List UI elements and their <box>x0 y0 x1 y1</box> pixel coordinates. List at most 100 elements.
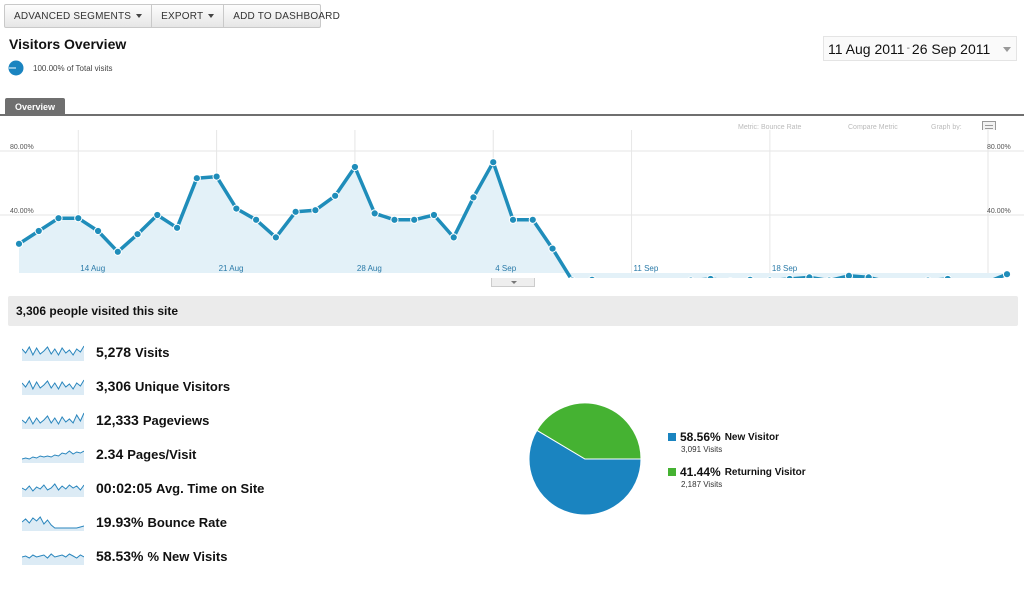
compare-metric-selector[interactable]: Compare Metric <box>848 124 898 131</box>
page-title: Visitors Overview <box>9 36 127 52</box>
sparkline-area <box>22 484 84 497</box>
data-point <box>34 226 43 236</box>
sparkline <box>22 345 84 361</box>
add-to-dashboard-label: ADD TO DASHBOARD <box>233 10 341 22</box>
data-point <box>1002 270 1012 278</box>
data-point <box>14 239 24 248</box>
metric-bounce-rate[interactable]: 19.93% Bounce Rate <box>22 512 227 532</box>
metric-value: 2.34 <box>96 446 124 462</box>
data-point <box>252 215 261 224</box>
data-point <box>785 274 794 278</box>
metric-new-visits[interactable]: 58.53% % New Visits <box>22 546 227 566</box>
legend-name: Returning Visitor <box>724 466 806 478</box>
date-end: 26 Sep 2011 <box>911 40 991 57</box>
metric-value: 5,278 <box>96 344 132 360</box>
metric-label: Visits <box>135 344 170 360</box>
export-button[interactable]: EXPORT <box>152 5 225 27</box>
date-range-picker[interactable]: 11 Aug 2011 - 26 Sep 2011 <box>823 36 1017 61</box>
metric-value: 19.93% <box>96 514 144 530</box>
data-point <box>429 210 439 220</box>
data-point <box>232 204 241 213</box>
data-point <box>192 174 201 183</box>
legend-percent: 58.56% <box>680 430 721 444</box>
data-point <box>271 233 280 242</box>
sparkline-line <box>22 516 84 529</box>
visitor-type-pie-chart[interactable] <box>526 401 644 519</box>
legend-visits: 2,187 Visits <box>681 480 723 489</box>
add-to-dashboard-button[interactable]: ADD TO DASHBOARD <box>224 5 349 27</box>
data-point <box>54 214 63 223</box>
bounce-rate-line-chart: 14 Aug 21 Aug 28 Aug 4 Sep 11 Sep 18 Sep 80.00… <box>0 130 1024 278</box>
metric-unique-visitors[interactable]: 3,306 Unique Visitors <box>22 376 230 396</box>
y-tick-label-right: 40.00% <box>987 208 1011 215</box>
x-tick-label: 21 Aug <box>219 264 244 273</box>
segment-pie-icon <box>8 60 24 76</box>
metric-pageviews[interactable]: 12,333 Pageviews <box>22 410 209 430</box>
sparkline <box>22 450 84 463</box>
x-tick-label: 4 Sep <box>495 264 516 273</box>
data-point <box>528 215 537 224</box>
legend-returning-visitor[interactable]: 41.44% Returning Visitor 2,187 Visits <box>668 465 806 489</box>
returning-visitor-swatch <box>668 468 676 476</box>
tab-divider <box>0 114 1024 116</box>
report-toolbar: ADVANCED SEGMENTS EXPORT ADD TO DASHBOAR… <box>4 4 340 28</box>
x-tick-label: 14 Aug <box>80 264 105 273</box>
data-point <box>943 274 952 278</box>
metric-label: Pageviews <box>142 412 210 428</box>
chevron-down-icon <box>136 14 143 18</box>
date-separator: - <box>906 43 910 54</box>
metric-avg-time-on-site[interactable]: 00:02:05 Avg. Time on Site <box>22 478 264 498</box>
pie-slice-returning-visitor <box>536 402 642 460</box>
data-point <box>410 215 419 224</box>
sparkline-line <box>22 379 84 391</box>
y-tick-label-left: 80.00% <box>10 144 34 151</box>
sparkline-line <box>22 412 84 426</box>
segment-summary: 100.00% of Total visits <box>8 60 112 76</box>
data-point <box>569 276 576 278</box>
metric-label: % New Visits <box>147 548 228 564</box>
data-point <box>133 230 142 239</box>
metric-selector[interactable]: Metric: Bounce Rate <box>738 124 802 131</box>
sparkline-area <box>22 451 84 463</box>
data-point <box>805 273 814 278</box>
data-point <box>449 233 458 242</box>
sparkline-area <box>22 380 84 395</box>
x-tick-label: 28 Aug <box>357 264 382 273</box>
data-point <box>766 276 774 278</box>
date-start: 11 Aug 2011 <box>828 40 905 57</box>
sparkline <box>22 553 84 565</box>
sparkline <box>22 379 84 395</box>
export-label: EXPORT <box>161 10 204 22</box>
sparkline-area <box>22 517 84 531</box>
percent-of-total: 100.00% of Total visits <box>33 63 113 73</box>
data-point <box>350 162 360 172</box>
metric-pages-per-visit[interactable]: 2.34 Pages/Visit <box>22 444 196 464</box>
visitors-summary-heading: 3,306 people visited this site <box>8 296 1018 326</box>
sparkline-line <box>22 553 84 559</box>
sparkline-line <box>22 483 84 492</box>
data-point <box>844 271 854 278</box>
metric-value: 3,306 <box>96 378 132 394</box>
sparkline <box>22 516 84 531</box>
data-point <box>588 275 596 278</box>
data-point <box>172 223 182 232</box>
x-tick-label: 18 Sep <box>772 264 798 273</box>
metric-value: 58.53% <box>96 548 144 564</box>
legend-new-visitor[interactable]: 58.56% New Visitor 3,091 Visits <box>668 430 779 454</box>
chevron-down-icon <box>208 14 215 18</box>
legend-visits: 3,091 Visits <box>681 445 723 454</box>
data-point <box>924 276 932 278</box>
tab-overview[interactable]: Overview <box>5 98 65 115</box>
sparkline-line <box>22 345 84 357</box>
advanced-segments-label: ADVANCED SEGMENTS <box>14 10 132 22</box>
metric-label: Pages/Visit <box>127 446 197 462</box>
collapse-chart-handle[interactable] <box>491 278 535 287</box>
data-point <box>687 276 695 278</box>
metric-label: Bounce Rate <box>147 514 227 530</box>
x-tick-label: 11 Sep <box>634 264 659 273</box>
metric-visits[interactable]: 5,278 Visits <box>22 342 170 362</box>
data-point <box>331 191 340 200</box>
data-point <box>212 172 221 181</box>
advanced-segments-button[interactable]: ADVANCED SEGMENTS <box>5 5 153 27</box>
metric-label: Avg. Time on Site <box>156 480 265 496</box>
